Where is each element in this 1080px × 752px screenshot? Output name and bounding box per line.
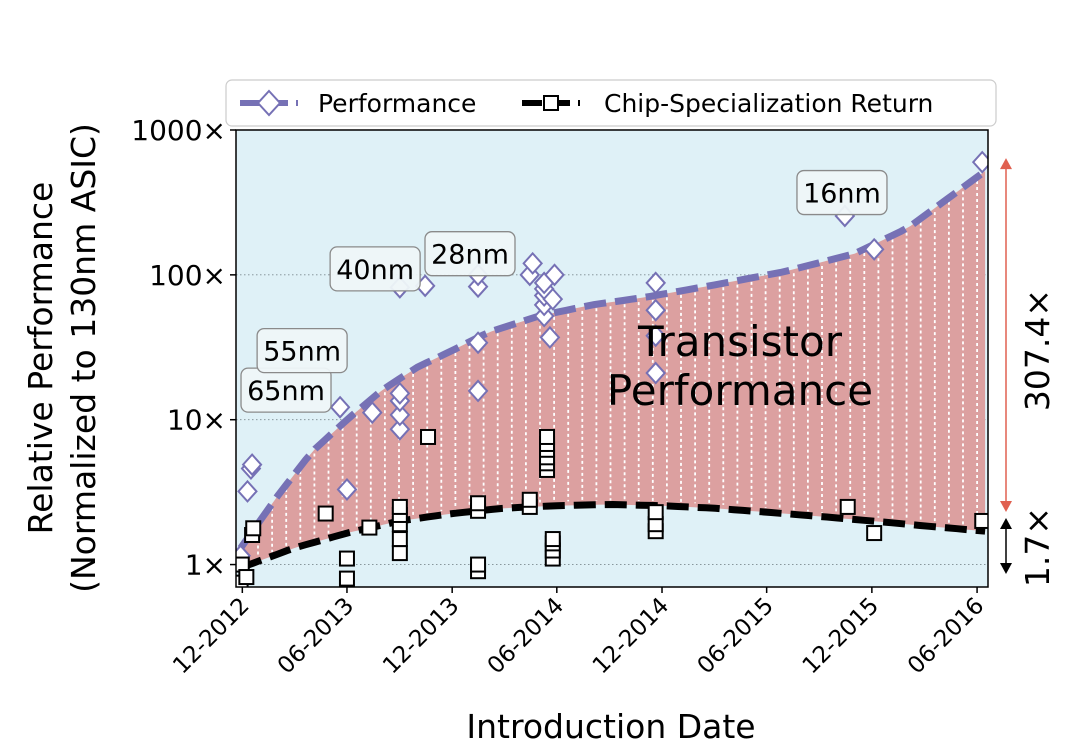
- performance-point-27: [645, 361, 667, 385]
- annotation-label-4: 16nm: [803, 179, 881, 210]
- performance-point-5: [336, 477, 358, 501]
- gap-arrow-head-top: [1000, 158, 1012, 170]
- right-annotations: 307.4× 1.7×: [1000, 158, 1057, 587]
- legend-performance-label: Performance: [318, 89, 476, 118]
- performance-point-4: [329, 395, 351, 419]
- performance-point-7: [389, 417, 411, 441]
- annotation-label-1: 55nm: [263, 337, 341, 368]
- annotation-label-2: 40nm: [336, 255, 414, 286]
- performance-point-25: [542, 287, 564, 311]
- return-point-35: [866, 525, 883, 542]
- x-tick-label-0: 12-2012: [168, 593, 254, 679]
- return-point-33: [647, 504, 664, 521]
- return-point-18: [470, 495, 487, 512]
- performance-point-30: [645, 271, 667, 295]
- return-point-30: [544, 531, 561, 548]
- return-label: 1.7×: [1018, 507, 1057, 587]
- annotation-box-4: [796, 169, 888, 216]
- return-arrow-head-top: [1000, 518, 1012, 529]
- y-tick-label-0: 1×: [185, 549, 226, 582]
- annotation-box-1: [256, 327, 348, 374]
- y-axis-label-line1: Relative Performance: [21, 182, 60, 535]
- return-point-7: [338, 550, 355, 567]
- y-tick-label-3: 1000×: [131, 114, 226, 147]
- x-tick-label-1: 06-2013: [273, 593, 359, 679]
- legend: Performance Chip-Specialization Return: [225, 79, 997, 127]
- performance-point-15: [467, 275, 489, 299]
- return-point-4: [245, 520, 262, 537]
- x-tick-label-3: 06-2014: [483, 593, 569, 679]
- performance-point-29: [645, 298, 667, 322]
- performance-point-28: [645, 324, 667, 348]
- x-tick-label-4: 12-2014: [588, 593, 674, 679]
- x-axis: 12-2012 06-2013 12-2013 06-2014 12-2014 06-20…: [168, 587, 989, 679]
- y-tick-label-2: 100×: [149, 259, 226, 292]
- legend-return-label: Chip-Specialization Return: [604, 89, 933, 118]
- gap-label: 307.4×: [1018, 289, 1057, 411]
- y-tick-label-1: 10×: [167, 404, 226, 437]
- x-tick-label-5: 06-2015: [693, 593, 779, 679]
- performance-point-10: [389, 381, 411, 405]
- annotation-label-0: 65nm: [247, 376, 325, 407]
- return-point-36: [974, 512, 988, 529]
- return-point-2: [238, 569, 255, 586]
- node-annotations: 65nm 55nm 40nm 28nm 16nm: [240, 169, 888, 413]
- performance-point-18: [522, 251, 544, 275]
- performance-point-26: [544, 263, 565, 287]
- performance-point-6: [361, 401, 383, 425]
- return-point-26: [539, 428, 556, 445]
- x-tick-label-2: 12-2013: [378, 593, 464, 679]
- performance-point-3: [241, 453, 263, 477]
- y-axis: 1× 10× 100× 1000×: [131, 114, 236, 582]
- performance-point-8: [389, 403, 411, 427]
- x-tick-label-6: 12-2015: [798, 593, 884, 679]
- performance-point-33: [971, 150, 988, 174]
- x-axis-label: Introduction Date: [466, 707, 755, 746]
- legend-return-marker: [543, 95, 559, 111]
- return-point-13: [391, 498, 408, 515]
- return-point-9: [391, 545, 408, 562]
- annotation-box-3: [424, 231, 516, 277]
- return-arrow-head-bottom: [1000, 563, 1012, 574]
- y-axis-label-line2: (Normalized to 130nm ASIC): [64, 123, 103, 593]
- return-point-16: [470, 556, 487, 573]
- performance-point-14: [467, 331, 489, 355]
- return-point-6: [338, 570, 355, 587]
- legend-performance-marker: [256, 89, 282, 117]
- band-label-line2: Performance: [607, 366, 873, 415]
- performance-point-13: [467, 379, 489, 403]
- plot-frame: [235, 129, 989, 588]
- annotation-label-3: 28nm: [431, 240, 509, 271]
- legend-box: [225, 79, 997, 127]
- performance-point-24: [539, 325, 561, 349]
- x-tick-label-7: 06-2016: [903, 593, 989, 679]
- return-point-14: [420, 428, 437, 445]
- return-point-34: [839, 498, 856, 515]
- performance-trend-line: [237, 168, 988, 551]
- gap-arrow-head-bottom: [1000, 501, 1012, 512]
- return-point-10: [391, 531, 408, 548]
- performance-point-1: [237, 479, 258, 503]
- return-point-20: [521, 491, 538, 508]
- return-point-5: [317, 505, 334, 522]
- performance-point-32: [863, 237, 885, 261]
- return-point-8: [361, 519, 378, 536]
- band-label-line1: Transistor: [637, 317, 843, 366]
- annotation-box-2: [329, 246, 421, 292]
